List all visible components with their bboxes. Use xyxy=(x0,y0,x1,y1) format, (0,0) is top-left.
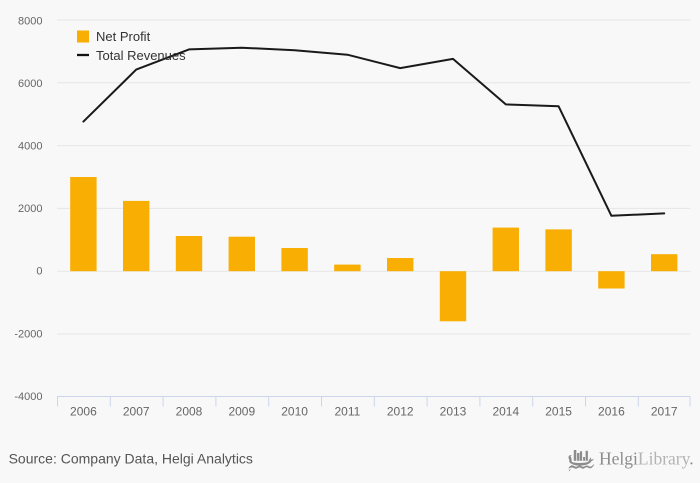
svg-text:2007: 2007 xyxy=(123,405,150,419)
svg-text:2011: 2011 xyxy=(334,405,360,419)
svg-text:-4000: -4000 xyxy=(14,391,42,403)
svg-text:2016: 2016 xyxy=(598,405,625,419)
svg-text:2010: 2010 xyxy=(281,405,308,419)
svg-text:2014: 2014 xyxy=(492,405,519,419)
svg-text:6000: 6000 xyxy=(18,78,42,90)
svg-text:2006: 2006 xyxy=(70,405,97,419)
svg-text:8000: 8000 xyxy=(18,15,42,27)
svg-text:Source: Company Data, Helgi An: Source: Company Data, Helgi Analytics xyxy=(9,450,253,466)
svg-text:2013: 2013 xyxy=(440,405,467,419)
svg-text:2008: 2008 xyxy=(176,405,203,419)
svg-text:2017: 2017 xyxy=(651,405,678,419)
svg-text:2012: 2012 xyxy=(387,405,414,419)
svg-text:0: 0 xyxy=(36,266,42,278)
svg-text:2015: 2015 xyxy=(545,405,572,419)
svg-text:4000: 4000 xyxy=(18,141,42,153)
svg-text:Total Revenues: Total Revenues xyxy=(96,48,186,63)
svg-text:HelgiLibrary.: HelgiLibrary. xyxy=(599,448,694,468)
svg-text:2009: 2009 xyxy=(228,405,255,419)
svg-text:2000: 2000 xyxy=(18,203,42,215)
svg-text:Net Profit: Net Profit xyxy=(96,29,151,44)
svg-text:-2000: -2000 xyxy=(14,328,42,340)
